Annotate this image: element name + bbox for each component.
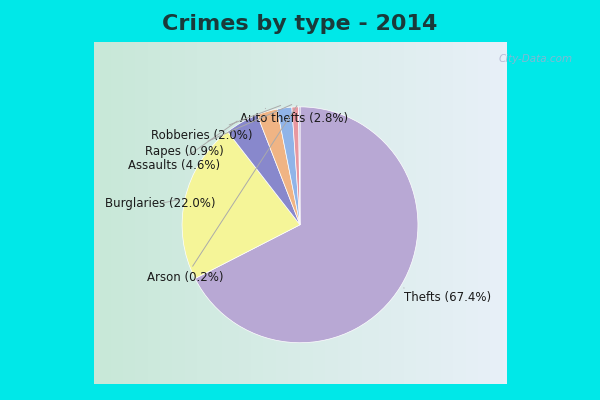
Wedge shape [195, 107, 418, 343]
Text: City-Data.com: City-Data.com [499, 54, 573, 64]
Wedge shape [299, 107, 300, 225]
Text: Arson (0.2%): Arson (0.2%) [147, 106, 297, 284]
Text: Assaults (4.6%): Assaults (4.6%) [128, 121, 237, 172]
Text: Robberies (2.0%): Robberies (2.0%) [151, 106, 281, 142]
Text: Burglaries (22.0%): Burglaries (22.0%) [104, 197, 215, 210]
Wedge shape [227, 115, 300, 225]
Text: Auto thefts (2.8%): Auto thefts (2.8%) [240, 108, 348, 125]
Wedge shape [292, 107, 300, 225]
Text: Thefts (67.4%): Thefts (67.4%) [404, 288, 491, 304]
Wedge shape [182, 132, 300, 278]
Wedge shape [257, 109, 300, 225]
Wedge shape [277, 107, 300, 225]
Text: Crimes by type - 2014: Crimes by type - 2014 [163, 14, 437, 34]
Text: Rapes (0.9%): Rapes (0.9%) [145, 104, 292, 158]
